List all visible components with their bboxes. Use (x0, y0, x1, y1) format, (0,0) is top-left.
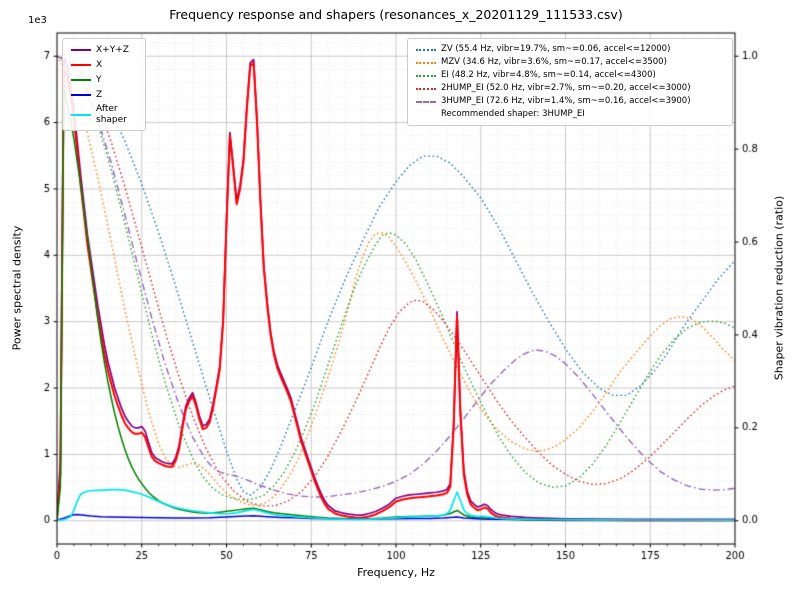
legend-label-x: X (96, 59, 103, 70)
legend-item-mzv: MZV (34.6 Hz, vibr=3.6%, sm~=0.17, accel… (416, 57, 724, 68)
line-swatch-2hump-ei (416, 87, 436, 90)
line-swatch-ei (416, 74, 436, 77)
legend-item-xyz: X+Y+Z (71, 44, 137, 56)
line-swatch-z (71, 94, 91, 96)
legend-item-zv: ZV (55.4 Hz, vibr=19.7%, sm~=0.06, accel… (416, 44, 724, 55)
legend-label-ei: EI (48.2 Hz, vibr=4.8%, sm~=0.14, accel<… (441, 70, 656, 80)
line-swatch-y (71, 79, 91, 81)
legend-item-x: X (71, 59, 137, 71)
legend-label-2hump-ei: 2HUMP_EI (52.0 Hz, vibr=2.7%, sm~=0.20, … (441, 83, 691, 93)
line-swatch-mzv (416, 61, 436, 64)
line-swatch-after-shaper (71, 113, 91, 116)
x-axis-label: Frequency, Hz (357, 566, 435, 579)
legend-label-z: Z (96, 89, 103, 100)
legend-label-mzv: MZV (34.6 Hz, vibr=3.6%, sm~=0.17, accel… (441, 57, 667, 67)
legend-item-y: Y (71, 74, 137, 86)
y-axis-label-right: Shaper vibration reduction (ratio) (772, 195, 786, 381)
y-axis-label-left: Power spectral density (10, 225, 24, 351)
chart-title: Frequency response and shapers (resonanc… (169, 7, 623, 22)
line-swatch-xyz (71, 49, 91, 51)
legend-label-xyz: X+Y+Z (96, 44, 129, 55)
recommended-shaper-text: Recommended shaper: 3HUMP_EI (441, 109, 585, 119)
legend-item-ei: EI (48.2 Hz, vibr=4.8%, sm~=0.14, accel<… (416, 70, 724, 81)
legend-shapers: ZV (55.4 Hz, vibr=19.7%, sm~=0.06, accel… (407, 38, 733, 126)
line-swatch-x (71, 64, 91, 66)
line-swatch-3hump-ei (416, 100, 436, 103)
legend-item-z: Z (71, 89, 137, 101)
legend-label-y: Y (96, 74, 102, 85)
legend-label-3hump-ei: 3HUMP_EI (72.6 Hz, vibr=1.4%, sm~=0.16, … (441, 96, 691, 106)
y-axis-offset-text: 1e3 (28, 15, 47, 26)
legend-label-zv: ZV (55.4 Hz, vibr=19.7%, sm~=0.06, accel… (441, 44, 671, 54)
line-swatch-zv (416, 48, 436, 51)
legend-psd: X+Y+Z X Y Z After shaper (62, 38, 146, 131)
legend-label-after-shaper: After shaper (96, 104, 127, 125)
legend-item-3hump-ei: 3HUMP_EI (72.6 Hz, vibr=1.4%, sm~=0.16, … (416, 96, 724, 107)
legend-item-after-shaper: After shaper (71, 104, 137, 125)
legend-item-2hump-ei: 2HUMP_EI (52.0 Hz, vibr=2.7%, sm~=0.20, … (416, 83, 724, 94)
